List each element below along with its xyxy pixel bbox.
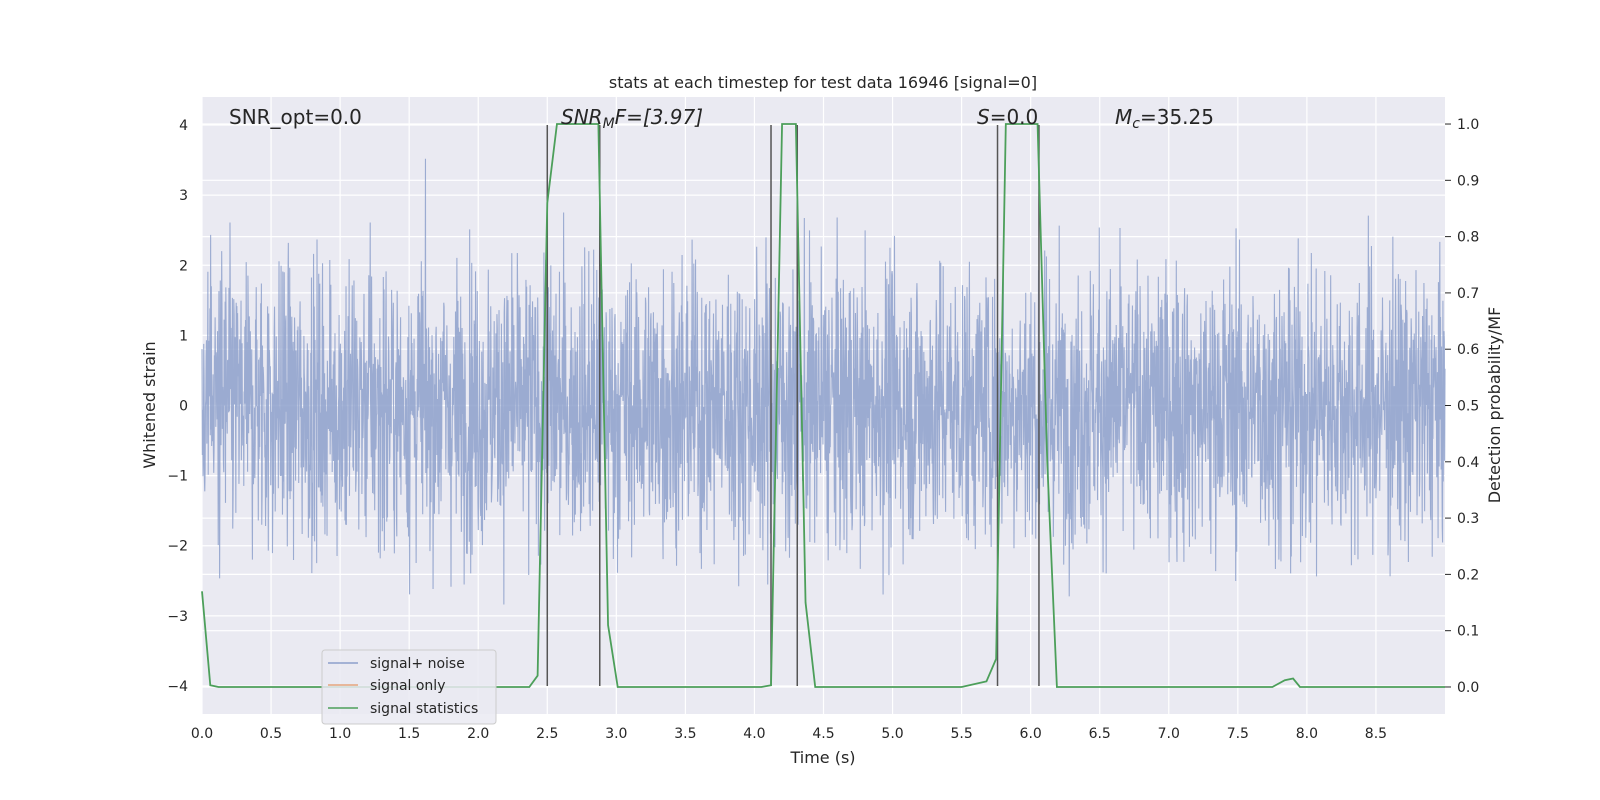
y2-tick-label: 0.0 <box>1457 680 1479 696</box>
x-tick-label: 5.5 <box>950 726 972 742</box>
strain-trace <box>201 158 1446 605</box>
annotation-snr-opt: SNR_opt=0.0 <box>229 105 362 129</box>
annotation-s-value: =0.0 <box>990 105 1039 129</box>
legend: signal+ noise signal only signal statist… <box>321 649 497 725</box>
x-axis-label: Time (s) <box>789 748 855 767</box>
x-tick-label: 7.5 <box>1227 726 1249 742</box>
y2-tick-label: 1.0 <box>1457 117 1479 133</box>
x-tick-label: 6.0 <box>1020 726 1042 742</box>
y2-tick-label: 0.7 <box>1457 286 1479 302</box>
x-tick-label: 1.0 <box>329 726 351 742</box>
x-tick-label: 6.5 <box>1089 726 1111 742</box>
strain-series <box>201 158 1446 605</box>
x-tick-label: 2.0 <box>467 726 489 742</box>
annotation-mc-value: =35.25 <box>1140 105 1214 129</box>
y-tick-label: 4 <box>179 118 188 134</box>
y-tick-label: 1 <box>179 328 188 344</box>
y2-tick-label: 0.9 <box>1457 173 1479 189</box>
y-tick-label: 0 <box>179 399 188 415</box>
x-tick-label: 3.0 <box>605 726 627 742</box>
y2-tick-label: 0.8 <box>1457 230 1479 246</box>
annotation-mc: Mc=35.25 <box>1115 105 1214 132</box>
x-tick-label: 0.5 <box>260 726 282 742</box>
chart-title: stats at each timestep for test data 169… <box>609 73 1037 92</box>
y-tick-label: −1 <box>167 469 188 485</box>
y-tick-label: −2 <box>167 539 188 555</box>
legend-label-signal-noise: signal+ noise <box>370 656 465 672</box>
y2-tick-label: 0.5 <box>1457 399 1479 415</box>
annotation-mc-symbol: M <box>1115 105 1132 129</box>
y2-tick-labels: 1.0 0.9 0.8 0.7 0.6 0.5 0.4 0.3 0.2 0.1 0.0 <box>1445 117 1479 696</box>
x-tick-label: 0.0 <box>191 726 213 742</box>
y2-tick-label: 0.4 <box>1457 455 1479 471</box>
x-tick-label: 5.0 <box>881 726 903 742</box>
y2-tick-label: 0.2 <box>1457 567 1479 583</box>
annotation-snr-mf: SNRMF=[3.97] <box>561 105 703 132</box>
y2-tick-label: 0.6 <box>1457 342 1479 358</box>
legend-label-signal-only: signal only <box>370 678 445 694</box>
y2-tick-label: 0.3 <box>1457 511 1479 527</box>
x-tick-label: 8.5 <box>1365 726 1387 742</box>
legend-box <box>321 649 497 725</box>
x-tick-label: 2.5 <box>536 726 558 742</box>
x-tick-label: 3.5 <box>674 726 696 742</box>
y-tick-label: 3 <box>179 188 188 204</box>
y-tick-label: −3 <box>167 609 188 625</box>
y2-tick-label: 0.1 <box>1457 624 1479 640</box>
x-tick-label: 1.5 <box>398 726 420 742</box>
annotation-snr-mf-value: F=[3.97] <box>615 105 703 129</box>
annotation-mc-subscript: c <box>1132 116 1140 132</box>
y-axis-label: Whitened strain <box>140 341 159 468</box>
x-tick-label: 8.0 <box>1296 726 1318 742</box>
y-tick-label: −4 <box>167 679 188 695</box>
y-tick-label: 2 <box>179 258 188 274</box>
x-tick-labels: 0.0 0.5 1.0 1.5 2.0 2.5 3.0 3.5 4.0 4.5 5.0 5.5 6.0 6… <box>191 726 1387 742</box>
y-tick-labels: 4 3 2 1 0 −1 −2 −3 −4 <box>167 118 188 695</box>
x-tick-label: 4.0 <box>743 726 765 742</box>
annotation-snr-mf-subscript: M <box>603 116 615 132</box>
annotation-snr-mf-symbol: SNR <box>561 105 603 129</box>
y2-axis-label: Detection probability/MF <box>1485 307 1504 504</box>
x-tick-label: 7.0 <box>1158 726 1180 742</box>
annotation-s-symbol: S <box>977 105 990 129</box>
x-tick-label: 4.5 <box>812 726 834 742</box>
annotation-s: S=0.0 <box>977 105 1038 129</box>
legend-label-signal-statistics: signal statistics <box>370 701 478 717</box>
